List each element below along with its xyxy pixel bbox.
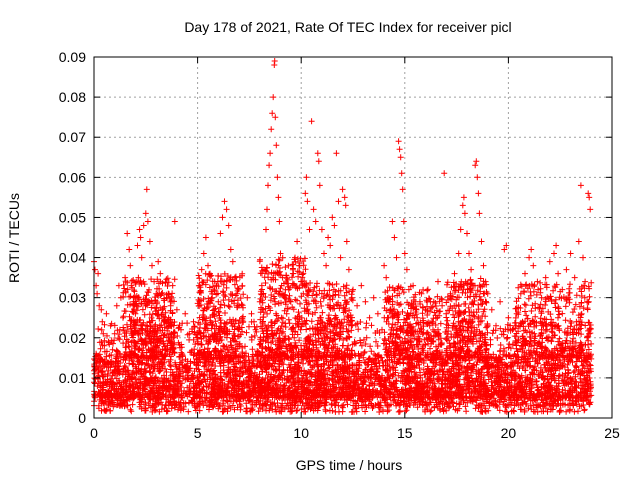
- data-point: [504, 334, 511, 341]
- data-point: [497, 342, 504, 348]
- data-point: [362, 408, 369, 415]
- data-point: [575, 408, 581, 415]
- data-point: [280, 361, 287, 368]
- data-point: [489, 330, 496, 337]
- data-point: [300, 360, 306, 367]
- data-point: [463, 408, 470, 415]
- data-point: [353, 408, 360, 415]
- data-point: [559, 386, 566, 393]
- data-point: [556, 372, 563, 379]
- data-point: [393, 377, 400, 384]
- data-point: [396, 408, 403, 415]
- data-point: [127, 293, 134, 300]
- data-point: [478, 408, 485, 415]
- data-marks: [91, 58, 595, 415]
- data-point: [295, 360, 301, 367]
- data-point: [243, 405, 250, 412]
- data-point: [571, 368, 578, 374]
- data-point: [103, 353, 110, 360]
- data-point: [428, 407, 435, 414]
- data-point: [334, 362, 341, 369]
- data-point: [582, 322, 589, 329]
- data-point: [503, 335, 510, 342]
- data-point: [245, 378, 252, 384]
- data-point: [494, 335, 501, 341]
- data-point: [339, 403, 346, 410]
- data-point: [303, 326, 310, 333]
- data-point: [551, 372, 558, 379]
- data-point: [344, 401, 351, 408]
- data-point: [164, 408, 171, 415]
- data-point: [128, 408, 135, 415]
- data-point: [95, 326, 102, 332]
- data-point: [368, 348, 375, 355]
- data-point: [242, 343, 248, 350]
- data-point: [581, 407, 588, 414]
- data-point: [588, 340, 595, 347]
- data-point: [251, 369, 258, 376]
- data-point: [586, 361, 593, 368]
- data-point: [411, 369, 418, 376]
- data-point: [534, 408, 541, 415]
- data-point: [243, 329, 250, 336]
- data-point: [186, 336, 193, 343]
- data-point: [559, 371, 566, 378]
- chart-title: Day 178 of 2021, Rate Of TEC Index for r…: [184, 19, 511, 35]
- data-point: [385, 407, 392, 414]
- data-point: [272, 380, 279, 387]
- data-point: [135, 376, 142, 382]
- data-point: [336, 408, 342, 415]
- data-point: [217, 363, 224, 370]
- data-point: [417, 369, 424, 376]
- data-point: [380, 408, 386, 415]
- data-point: [556, 408, 563, 415]
